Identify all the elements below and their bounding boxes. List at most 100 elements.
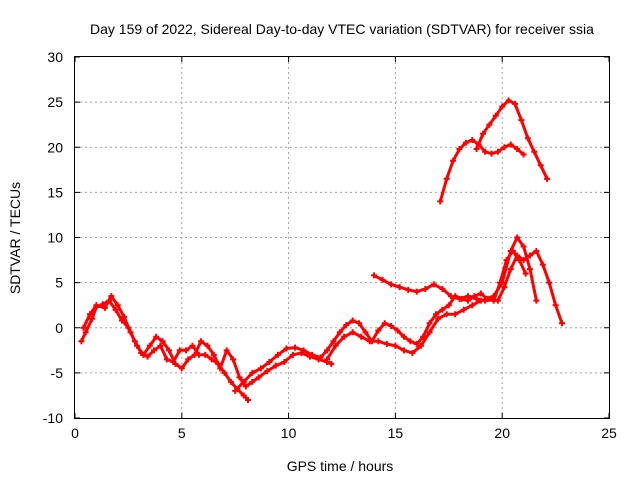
data-point	[328, 360, 335, 367]
data-point	[375, 338, 382, 345]
data-point	[526, 252, 533, 259]
data-point	[274, 351, 281, 358]
data-point	[300, 347, 307, 354]
x-tick-label: 15	[388, 425, 404, 441]
data-point	[86, 311, 93, 318]
data-point	[507, 141, 514, 148]
data-point	[388, 322, 395, 329]
data-point	[249, 378, 256, 385]
data-point	[396, 284, 403, 291]
y-tick-label: 25	[47, 94, 63, 110]
data-point	[121, 313, 128, 320]
data-point	[452, 311, 459, 318]
data-point	[407, 338, 414, 345]
data-point	[210, 351, 217, 358]
axis-ticks: 0 5 10 15 20 25 -10 -5 0 5 10 15 20 25 30	[43, 49, 617, 441]
data-point	[507, 248, 514, 255]
data-point	[245, 396, 252, 403]
data-point	[437, 198, 444, 205]
data-point	[289, 351, 296, 358]
data-point	[443, 311, 450, 318]
data-point	[146, 342, 153, 349]
x-tick-label: 10	[281, 425, 297, 441]
data-point	[375, 327, 382, 334]
data-point	[539, 261, 546, 268]
data-point	[465, 293, 472, 300]
data-point	[198, 338, 205, 345]
data-point	[217, 365, 224, 372]
x-tick-label: 5	[178, 425, 186, 441]
x-axis-label: GPS time / hours	[287, 458, 394, 474]
data-point	[422, 285, 429, 292]
data-point	[257, 365, 264, 372]
series-arc-e	[371, 234, 540, 304]
y-axis-label: SDTVAR / TECUs	[7, 182, 23, 294]
data-point	[379, 276, 386, 283]
data-point	[330, 338, 337, 345]
y-tick-label: -5	[51, 365, 64, 381]
data-point	[358, 333, 365, 340]
data-point	[108, 293, 115, 300]
data-point	[283, 345, 290, 352]
data-point	[482, 148, 489, 155]
data-point	[559, 320, 566, 327]
series-arc-c	[232, 248, 529, 394]
y-tick-label: 10	[47, 230, 63, 246]
data-point	[80, 324, 87, 331]
data-point	[349, 317, 356, 324]
series-line	[79, 299, 250, 402]
data-point	[501, 144, 508, 151]
y-tick-label: 5	[55, 275, 63, 291]
data-point	[552, 302, 559, 309]
data-point	[443, 175, 450, 182]
data-point	[189, 342, 196, 349]
data-series	[78, 97, 566, 403]
series-line	[233, 249, 528, 393]
data-point	[114, 302, 121, 309]
y-tick-label: 15	[47, 184, 63, 200]
data-point	[151, 347, 158, 354]
data-point	[388, 281, 395, 288]
data-point	[208, 356, 215, 363]
data-point	[445, 302, 452, 309]
data-point	[144, 353, 151, 360]
data-point	[520, 257, 527, 264]
data-point	[507, 266, 514, 273]
data-point	[223, 347, 230, 354]
data-point	[537, 162, 544, 169]
data-point	[546, 279, 553, 286]
data-point	[159, 338, 166, 345]
x-tick-label: 20	[494, 425, 510, 441]
data-point	[336, 329, 343, 336]
data-point	[236, 374, 243, 381]
data-point	[418, 342, 425, 349]
data-point	[492, 112, 499, 119]
data-point	[341, 333, 348, 340]
plot-frame	[74, 56, 610, 419]
data-point	[524, 135, 531, 142]
data-point	[439, 306, 446, 313]
data-point	[413, 288, 420, 295]
data-point	[362, 329, 369, 336]
data-point	[281, 359, 288, 366]
chart-title: Day 159 of 2022, Sidereal Day-to-day VTE…	[90, 21, 594, 37]
data-point	[157, 342, 164, 349]
data-point	[317, 354, 324, 361]
data-point	[93, 302, 100, 309]
data-point	[439, 285, 446, 292]
x-tick-label: 25	[601, 425, 617, 441]
data-point	[255, 374, 262, 381]
data-point	[394, 327, 401, 334]
data-point	[490, 293, 497, 300]
data-point	[488, 150, 495, 157]
data-point	[383, 340, 390, 347]
data-point	[242, 383, 249, 390]
data-point	[494, 297, 501, 304]
y-tick-label: 30	[47, 49, 63, 65]
data-point	[249, 369, 256, 376]
data-point	[477, 290, 484, 297]
data-point	[343, 322, 350, 329]
data-point	[221, 369, 228, 376]
data-point	[324, 356, 331, 363]
data-point	[456, 146, 463, 153]
